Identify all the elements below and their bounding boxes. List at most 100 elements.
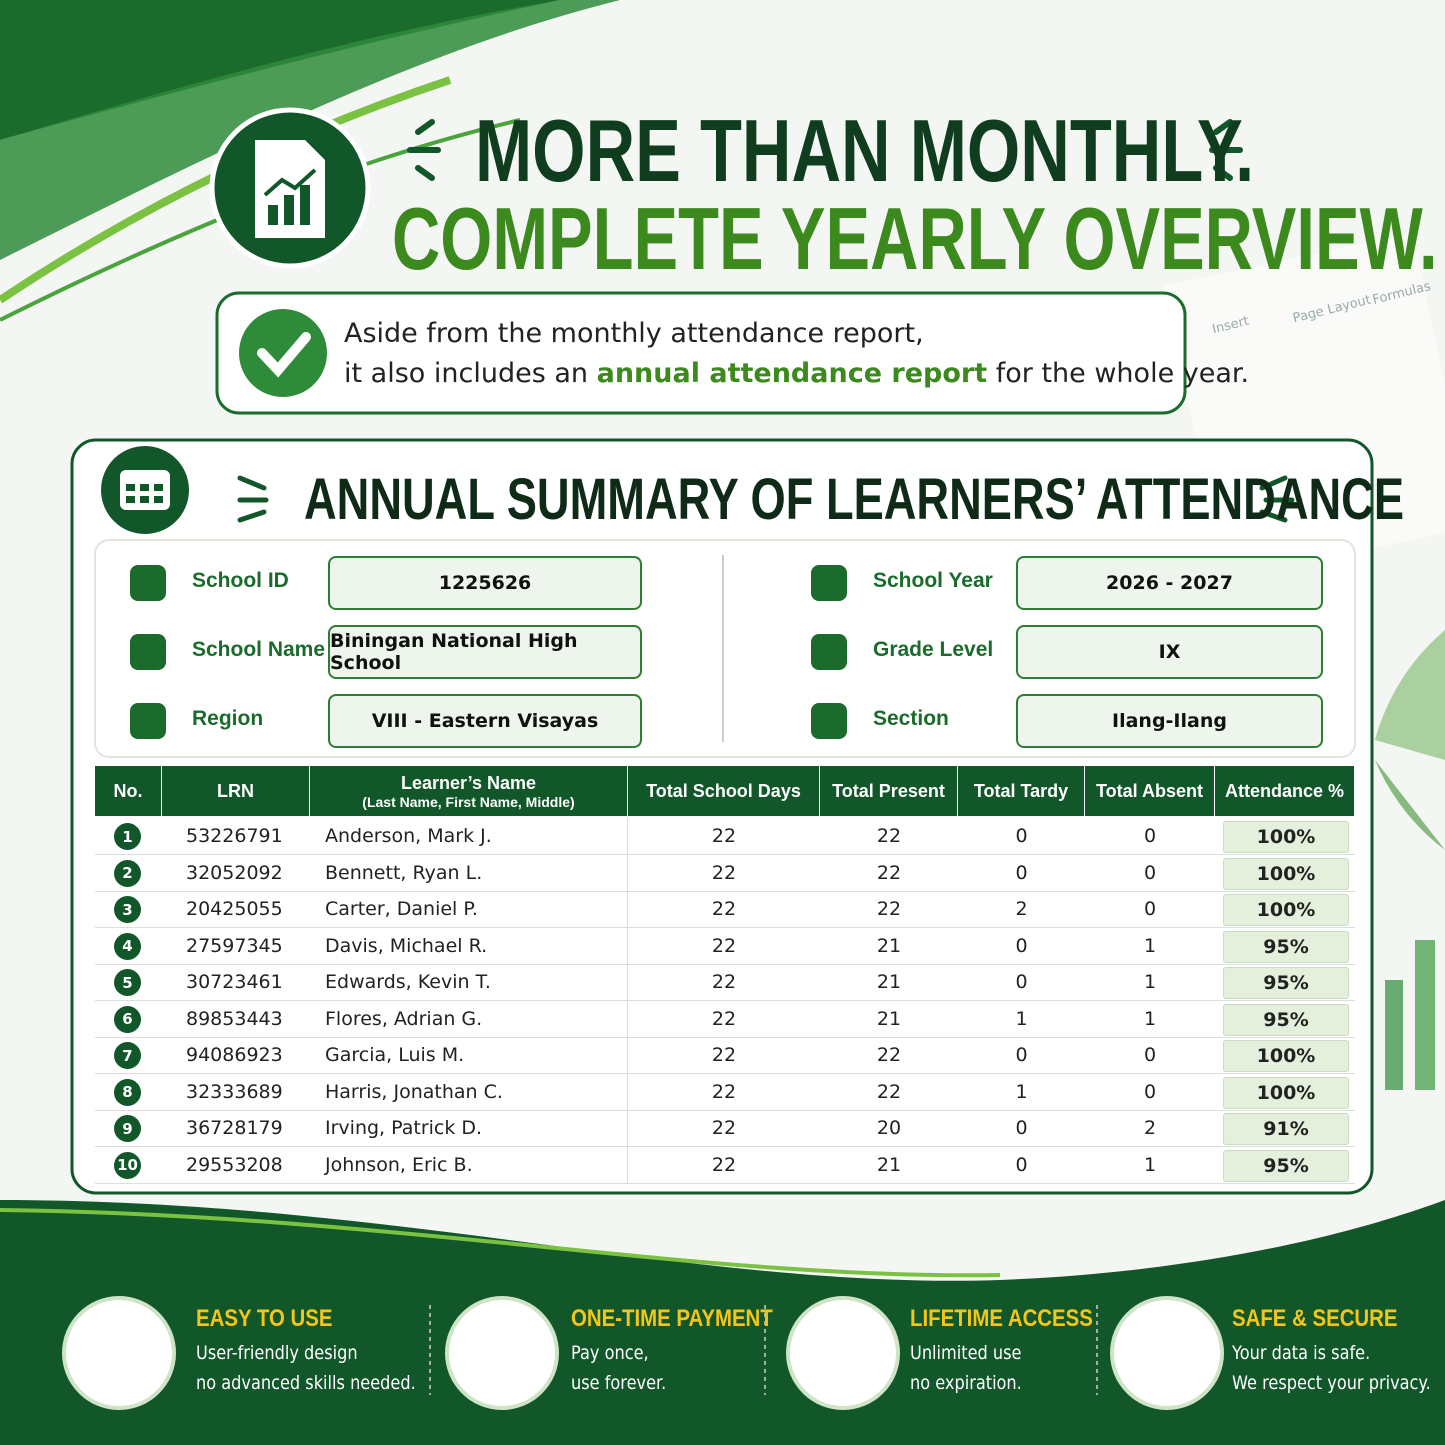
info-label: School ID: [192, 569, 289, 592]
text: for the whole year.: [995, 358, 1250, 389]
table-cell: 21: [876, 1153, 902, 1176]
attendance-pct: 95%: [1223, 967, 1349, 999]
table-cell: Irving, Patrick D.: [310, 1110, 628, 1146]
header-text: Total Present: [832, 780, 945, 801]
attendance-pct: 95%: [1223, 1003, 1349, 1036]
row-line: [95, 1036, 1355, 1038]
info-label: Section: [873, 707, 949, 730]
header-text: Attendance %: [1224, 780, 1345, 801]
column-header: Attendance %: [1215, 766, 1355, 816]
table-cell: 53226791: [186, 825, 283, 847]
table-cell: 1: [1015, 1080, 1028, 1103]
table-cell: 0: [1143, 1044, 1157, 1066]
info-icon: [811, 565, 847, 601]
table-cell: 21: [876, 934, 902, 957]
table-cell: 21: [876, 1007, 902, 1030]
row-number: 10: [114, 1151, 141, 1179]
highlight: annual attendance report: [596, 358, 988, 389]
feature-text: Your data is safe.: [1232, 1342, 1371, 1364]
table-cell: 22: [711, 861, 737, 884]
info-value: VIII - Eastern Visayas: [328, 694, 642, 748]
column-header: No.: [95, 766, 162, 816]
row-number: 9: [114, 1115, 141, 1142]
info-icon: [811, 634, 847, 670]
table-cell: 1: [1143, 1007, 1157, 1030]
row-line: [95, 1109, 1355, 1111]
table-cell: 20425055: [186, 898, 283, 920]
feature-title: LIFETIME ACCESS: [910, 1305, 1093, 1332]
info-label: Region: [192, 707, 264, 730]
attendance-pct: 100%: [1223, 821, 1349, 853]
attendance-pct: 100%: [1223, 894, 1349, 926]
row-line: [95, 1146, 1355, 1147]
table-cell: Davis, Michael R.: [310, 927, 628, 964]
table-cell: Anderson, Mark J.: [310, 818, 628, 854]
table-cell: 22: [711, 934, 737, 957]
table-cell: 22: [711, 1153, 737, 1176]
table-cell: Bennett, Ryan L.: [310, 854, 628, 891]
table-cell: 22: [876, 898, 902, 920]
attendance-pct: 100%: [1223, 857, 1349, 890]
info-value: 2026 - 2027: [1016, 556, 1323, 610]
feature-text: We respect your privacy.: [1232, 1372, 1431, 1394]
table-cell: Johnson, Eric B.: [310, 1146, 628, 1183]
row-line: [95, 963, 1355, 965]
text: it also includes an: [344, 358, 589, 389]
info-icon: [130, 634, 166, 670]
feature-title: ONE-TIME PAYMENT: [571, 1305, 773, 1332]
table-cell: 20: [876, 1117, 902, 1139]
row-line: [95, 1182, 1355, 1184]
table-cell: 32052092: [186, 861, 283, 884]
table-cell: 22: [876, 861, 902, 884]
feature-text: no expiration.: [910, 1372, 1022, 1394]
table-cell: 2: [1015, 898, 1028, 920]
row-number: 4: [114, 932, 141, 960]
info-value: Ilang-Ilang: [1016, 694, 1323, 748]
column-header: Learner’s Name (Last Name, First Name, Mi…: [310, 766, 628, 816]
table-cell: 22: [711, 971, 737, 993]
row-line: [95, 1000, 1355, 1001]
attendance-pct: 91%: [1223, 1113, 1349, 1145]
column-header: Total Present: [820, 766, 958, 816]
table-cell: 27597345: [186, 934, 283, 957]
info-icon: [130, 565, 166, 601]
feature-text: Pay once,: [571, 1342, 649, 1364]
row-number: 6: [114, 1005, 141, 1033]
table-cell: 1: [1143, 1153, 1157, 1176]
table-cell: 0: [1143, 898, 1157, 920]
table-cell: 0: [1015, 1044, 1028, 1066]
table-cell: 22: [711, 898, 737, 920]
header-text: Total Tardy: [973, 780, 1069, 801]
table-cell: 1: [1015, 1007, 1028, 1030]
row-line: [95, 927, 1355, 928]
feature-icon: [1114, 1300, 1220, 1406]
table-cell: 30723461: [186, 971, 283, 993]
header-text: Total School Days: [646, 780, 801, 801]
table-cell: 0: [1143, 825, 1157, 847]
row-number: 3: [114, 896, 141, 923]
attendance-pct: 95%: [1223, 1149, 1349, 1182]
attendance-pct: 95%: [1223, 930, 1349, 963]
table-cell: 36728179: [186, 1117, 283, 1139]
header-text: No.: [113, 780, 143, 801]
table-cell: 0: [1143, 861, 1157, 884]
table-cell: 0: [1143, 1080, 1157, 1103]
info-icon: [130, 703, 166, 739]
attendance-pct: 100%: [1223, 1076, 1349, 1109]
feature-text: use forever.: [571, 1372, 667, 1394]
info-label: School Name: [192, 638, 326, 661]
table-cell: 0: [1015, 1153, 1028, 1176]
callout-line: Aside from the monthly attendance report…: [344, 318, 924, 349]
table-cell: 89853443: [186, 1007, 283, 1030]
table-cell: 32333689: [186, 1080, 283, 1103]
table-cell: Flores, Adrian G.: [310, 1000, 628, 1037]
table-cell: 22: [711, 825, 737, 847]
headline-1: MORE THAN MONTHLY.: [475, 101, 1255, 200]
column-header: Total School Days: [628, 766, 820, 816]
feature-text: User-friendly design: [196, 1342, 358, 1364]
attendance-pct: 100%: [1223, 1040, 1349, 1072]
feature-title: SAFE & SECURE: [1232, 1305, 1398, 1332]
table-cell: 22: [711, 1007, 737, 1030]
table-cell: 22: [876, 1080, 902, 1103]
table-cell: 94086923: [186, 1044, 283, 1066]
